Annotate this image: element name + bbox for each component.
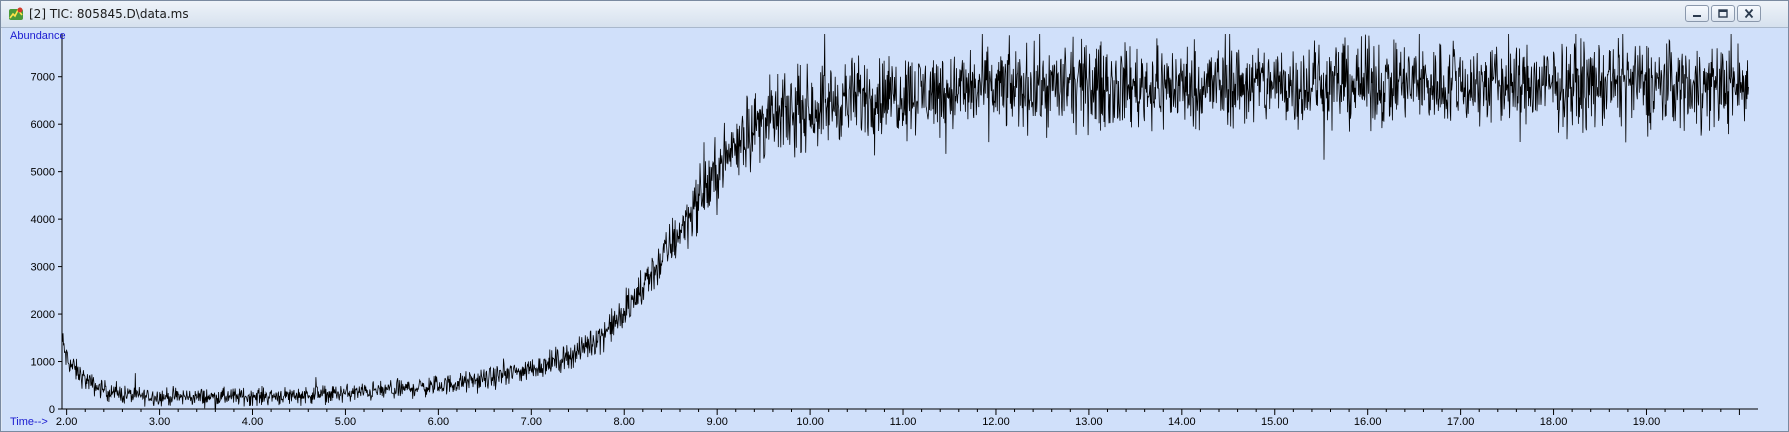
x-tick-label: 12.00 [982, 416, 1010, 428]
x-tick-label: 11.00 [890, 416, 917, 428]
x-tick-label: 9.00 [706, 416, 727, 428]
y-tick-label: 6000 [31, 119, 55, 131]
close-button[interactable] [1737, 5, 1761, 22]
y-axis-label: Abundance [10, 30, 66, 42]
restore-icon [1718, 9, 1728, 18]
x-axis-label: Time--> [10, 416, 48, 428]
y-tick-label: 5000 [31, 167, 55, 179]
x-tick-label: 15.00 [1261, 416, 1289, 428]
y-tick-label: 4000 [31, 214, 55, 226]
restore-button[interactable] [1711, 5, 1735, 22]
x-tick-label: 14.00 [1168, 416, 1196, 428]
y-tick-label: 1000 [31, 357, 55, 369]
x-tick-label: 4.00 [242, 416, 263, 428]
window-title: [2] TIC: 805845.D\data.ms [29, 7, 189, 21]
chromatogram-app-icon [9, 7, 23, 20]
y-tick-label: 3000 [31, 262, 55, 274]
minimize-icon [1693, 15, 1701, 17]
x-tick-label: 13.00 [1075, 416, 1103, 428]
x-tick-label: 18.00 [1540, 416, 1568, 428]
x-tick-label: 6.00 [428, 416, 449, 428]
x-tick-label: 8.00 [614, 416, 635, 428]
y-tick-label: 7000 [31, 72, 55, 84]
x-tick-label: 5.00 [335, 416, 356, 428]
x-tick-label: 2.00 [56, 416, 77, 428]
chromatogram-plot[interactable]: 0 1000 2000 3000 4000 5000 6000 7000 2.00 3.00 4.0… [2, 28, 1788, 431]
x-tick-label: 3.00 [149, 416, 170, 428]
x-tick-label: 16.00 [1354, 416, 1382, 428]
y-tick-label: 0 [49, 404, 55, 416]
x-tick-label: 7.00 [521, 416, 542, 428]
close-icon [1744, 8, 1754, 19]
plot-area[interactable]: 0 1000 2000 3000 4000 5000 6000 7000 2.00 3.00 4.0… [2, 28, 1788, 431]
x-tick-label: 10.00 [796, 416, 824, 428]
x-tick-label: 17.00 [1447, 416, 1475, 428]
x-tick-label: 19.00 [1633, 416, 1661, 428]
title-bar[interactable]: [2] TIC: 805845.D\data.ms [1, 1, 1788, 28]
minimize-button[interactable] [1685, 5, 1709, 22]
y-tick-label: 2000 [31, 309, 55, 321]
tic-trace [61, 33, 1749, 410]
